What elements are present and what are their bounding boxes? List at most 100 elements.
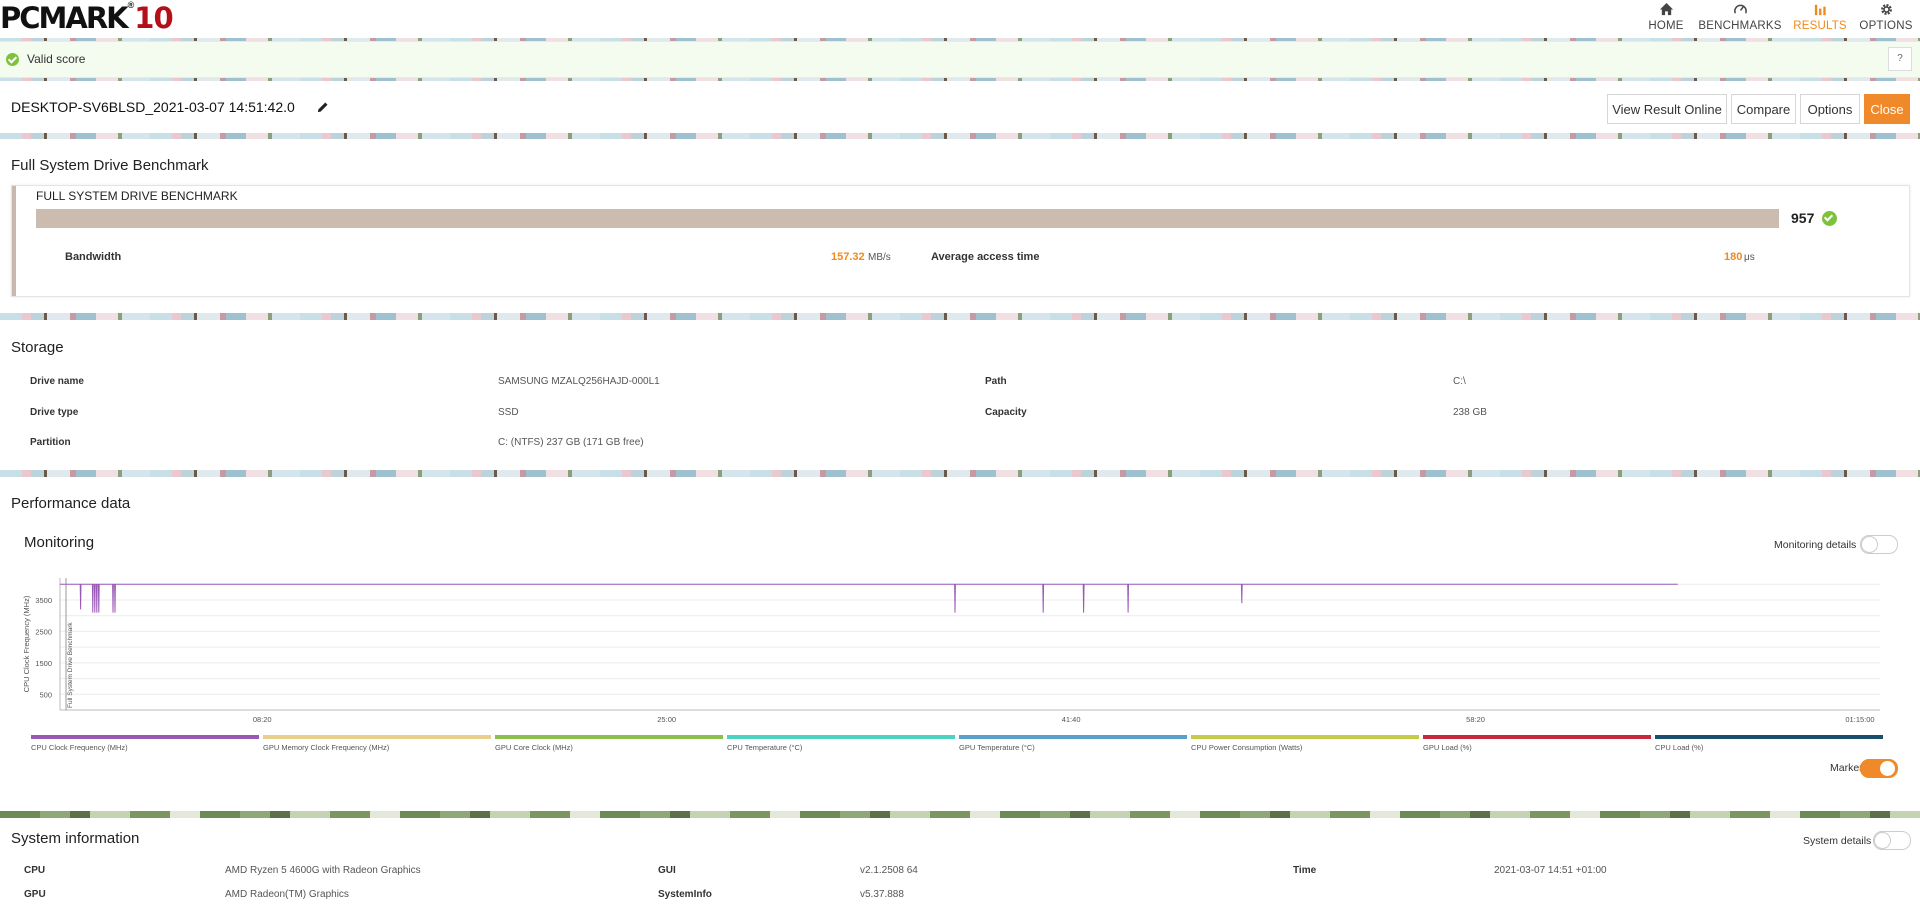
legend-label: GPU Core Clock (MHz) xyxy=(495,743,573,752)
valid-score-bar: Valid score ? xyxy=(0,41,1920,78)
legend-color-bar xyxy=(263,735,491,739)
legend-label: GPU Memory Clock Frequency (MHz) xyxy=(263,743,390,752)
background-strip xyxy=(0,811,1920,818)
logo-number: 10 xyxy=(134,1,173,35)
bar-chart-icon xyxy=(1814,4,1826,16)
system-details-toggle[interactable] xyxy=(1873,831,1911,850)
legend-label: CPU Temperature (°C) xyxy=(727,743,803,752)
benchmark-marker-label: Full System Drive Benchmark xyxy=(67,622,74,708)
legend-item[interactable]: CPU Power Consumption (Watts) xyxy=(1191,735,1419,759)
performance-panel xyxy=(0,477,1920,811)
legend-item[interactable]: CPU Load (%) xyxy=(1655,735,1883,759)
system-info-panel xyxy=(0,818,1920,917)
partition-label: Partition xyxy=(30,437,71,448)
benchmark-box-title: FULL SYSTEM DRIVE BENCHMARK xyxy=(36,189,238,203)
view-result-online-button[interactable]: View Result Online xyxy=(1607,94,1727,124)
compare-button[interactable]: Compare xyxy=(1731,94,1796,124)
legend-color-bar xyxy=(1423,735,1651,739)
benchmark-section-title: Full System Drive Benchmark xyxy=(11,157,209,174)
access-time-unit: μs xyxy=(1744,252,1755,263)
series-line xyxy=(60,583,1678,613)
legend-color-bar xyxy=(959,735,1187,739)
legend-item[interactable]: GPU Load (%) xyxy=(1423,735,1651,759)
nav-benchmarks[interactable]: BENCHMARKS xyxy=(1696,0,1784,38)
legend-item[interactable]: GPU Memory Clock Frequency (MHz) xyxy=(263,735,491,759)
access-time-label: Average access time xyxy=(931,251,1040,263)
y-axis: 500 1500 2500 3500 CPU Clock Frequency (MHz) xyxy=(22,595,52,699)
close-button[interactable]: Close xyxy=(1864,94,1910,124)
background-strip xyxy=(0,470,1920,477)
legend-color-bar xyxy=(727,735,955,739)
chart-series xyxy=(60,583,1678,613)
path-label: Path xyxy=(985,376,1007,387)
background-strip xyxy=(0,313,1920,320)
nav-results[interactable]: RESULTS xyxy=(1792,0,1848,38)
background-strip xyxy=(0,133,1920,139)
check-circle-icon xyxy=(6,53,19,66)
legend-item[interactable]: CPU Temperature (°C) xyxy=(727,735,955,759)
benchmark-score: 957 xyxy=(1791,210,1815,226)
score-bar xyxy=(36,209,1779,228)
result-title: DESKTOP-SV6BLSD_2021-03-07 14:51:42.0 xyxy=(11,99,295,115)
x-tick-label: 58:20 xyxy=(1466,715,1485,724)
legend-label: CPU Clock Frequency (MHz) xyxy=(31,743,128,752)
cpu-value: AMD Ryzen 5 4600G with Radeon Graphics xyxy=(225,865,421,876)
time-value: 2021-03-07 14:51 +01:00 xyxy=(1494,865,1607,876)
monitoring-title: Monitoring xyxy=(24,534,95,551)
y-tick-label: 500 xyxy=(39,690,52,699)
legend-item[interactable]: CPU Clock Frequency (MHz) xyxy=(31,735,259,759)
pencil-icon[interactable] xyxy=(316,101,329,114)
valid-score-text: Valid score xyxy=(27,52,86,66)
help-button[interactable]: ? xyxy=(1888,47,1912,71)
drive-name-label: Drive name xyxy=(30,376,84,387)
capacity-label: Capacity xyxy=(985,407,1027,418)
home-icon xyxy=(1659,2,1673,16)
x-tick-label: 01:15:00 xyxy=(1845,715,1874,724)
x-tick-label: 25:00 xyxy=(657,715,676,724)
gpu-value: AMD Radeon(TM) Graphics xyxy=(225,889,349,900)
x-tick-label: 41:40 xyxy=(1062,715,1081,724)
monitoring-details-label: Monitoring details xyxy=(1774,539,1857,551)
performance-section-title: Performance data xyxy=(11,495,131,512)
nav-home-label: HOME xyxy=(1648,20,1684,32)
systeminfo-label: SystemInfo xyxy=(658,889,712,900)
legend-color-bar xyxy=(31,735,259,739)
y-tick-label: 2500 xyxy=(35,627,52,636)
legend-item[interactable]: GPU Core Clock (MHz) xyxy=(495,735,723,759)
partition-value: C: (NTFS) 237 GB (171 GB free) xyxy=(498,437,644,448)
gpu-label: GPU xyxy=(24,889,46,900)
legend-color-bar xyxy=(495,735,723,739)
y-tick-label: 1500 xyxy=(35,659,52,668)
x-axis: 08:20 25:00 41:40 58:20 01:15:00 xyxy=(253,715,1875,724)
legend-item[interactable]: GPU Temperature (°C) xyxy=(959,735,1187,759)
chart-grid: Full System Drive Benchmark xyxy=(59,578,1880,711)
drive-name-value: SAMSUNG MZALQ256HAJD-000L1 xyxy=(498,376,660,387)
gui-value: v2.1.2508 64 xyxy=(860,865,918,876)
legend-label: CPU Power Consumption (Watts) xyxy=(1191,743,1303,752)
storage-section-title: Storage xyxy=(11,339,64,356)
bandwidth-unit: MB/s xyxy=(868,252,891,263)
check-circle-icon xyxy=(1822,211,1837,226)
path-value: C:\ xyxy=(1453,376,1466,387)
legend-color-bar xyxy=(1655,735,1883,739)
monitoring-chart: Full System Drive Benchmark 500 1500 2500 3… xyxy=(22,578,1880,724)
drive-type-value: SSD xyxy=(498,407,519,418)
background-strip xyxy=(0,38,1920,42)
monitoring-details-toggle[interactable] xyxy=(1860,535,1898,554)
pcmark-logo: PCMARK ® 10 xyxy=(0,0,174,35)
drive-type-label: Drive type xyxy=(30,407,79,418)
benchmark-box xyxy=(11,185,1910,297)
logo-text: PCMARK xyxy=(0,1,129,35)
gui-label: GUI xyxy=(658,865,676,876)
background-strip xyxy=(0,76,1920,81)
nav-results-label: RESULTS xyxy=(1793,20,1847,32)
y-axis-label: CPU Clock Frequency (MHz) xyxy=(22,595,31,692)
result-header-panel: DESKTOP-SV6BLSD_2021-03-07 14:51:42.0 xyxy=(0,81,1920,133)
systeminfo-value: v5.37.888 xyxy=(860,889,904,900)
system-details-label: System details xyxy=(1803,835,1872,847)
markers-toggle[interactable] xyxy=(1860,759,1898,778)
nav-home[interactable]: HOME xyxy=(1644,0,1688,38)
legend-label: GPU Temperature (°C) xyxy=(959,743,1035,752)
options-button[interactable]: Options xyxy=(1800,94,1860,124)
nav-options[interactable]: OPTIONS xyxy=(1858,0,1914,38)
